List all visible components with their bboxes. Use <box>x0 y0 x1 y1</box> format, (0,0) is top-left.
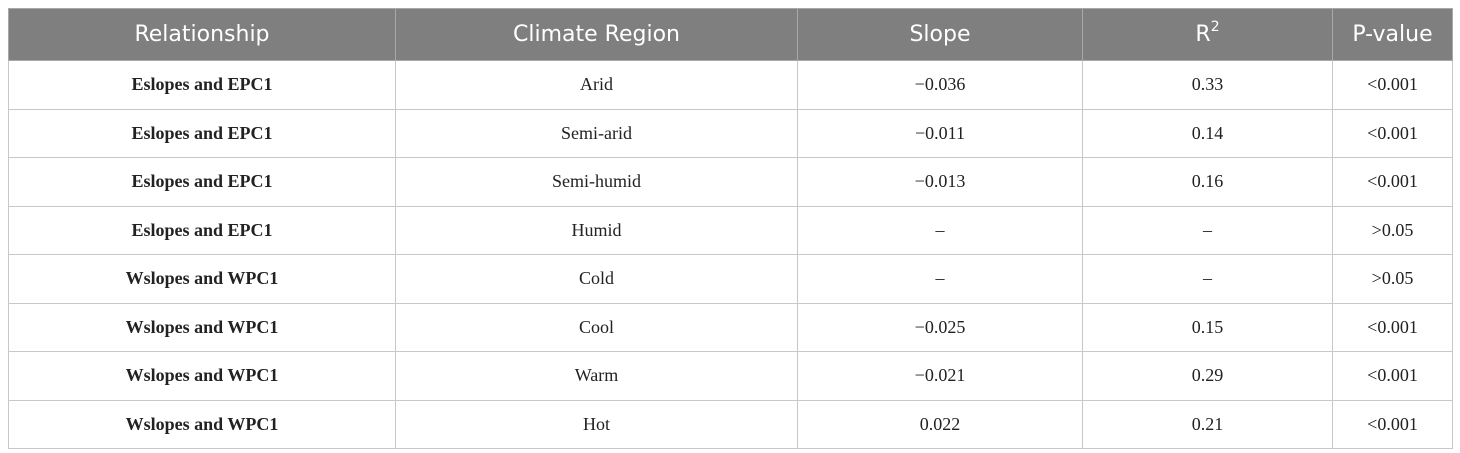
table-cell: 0.022 <box>797 399 1083 449</box>
table-row: Eslopes and EPC1 Semi-humid −0.013 0.16 <0.0… <box>8 157 1453 207</box>
table-cell: Hot <box>395 399 798 449</box>
table-cell: <0.001 <box>1332 60 1453 110</box>
table-cell: 0.14 <box>1082 108 1333 158</box>
header-cell: R2 <box>1082 8 1333 61</box>
header-superscript: 2 <box>1210 19 1220 35</box>
header-cell: Climate Region <box>395 8 798 61</box>
table-row: Wslopes and WPC1 Cold – – >0.05 <box>8 254 1453 304</box>
table-cell: – <box>797 205 1083 255</box>
table-row: Eslopes and EPC1 Humid – – >0.05 <box>8 205 1453 255</box>
relationship-cell: Eslopes and EPC1 <box>8 60 396 110</box>
table-cell: Semi-arid <box>395 108 798 158</box>
table-cell: Humid <box>395 205 798 255</box>
data-table: Relationship Climate Region Slope R2 P-value… <box>8 8 1453 449</box>
table-cell: 0.21 <box>1082 399 1333 449</box>
table-cell: <0.001 <box>1332 157 1453 207</box>
header-row: Relationship Climate Region Slope R2 P-value <box>8 8 1453 61</box>
relationship-cell: Eslopes and EPC1 <box>8 108 396 158</box>
table-cell: Semi-humid <box>395 157 798 207</box>
table-header: Relationship Climate Region Slope R2 P-value <box>8 8 1453 61</box>
header-cell: Slope <box>797 8 1083 61</box>
table-cell: >0.05 <box>1332 254 1453 304</box>
table-cell: <0.001 <box>1332 108 1453 158</box>
table-cell: 0.16 <box>1082 157 1333 207</box>
table-cell: 0.29 <box>1082 351 1333 401</box>
relationship-cell: Eslopes and EPC1 <box>8 157 396 207</box>
table-cell: Arid <box>395 60 798 110</box>
table-cell: −0.011 <box>797 108 1083 158</box>
table-cell: Cool <box>395 302 798 352</box>
table-row: Wslopes and WPC1 Cool −0.025 0.15 <0.001 <box>8 302 1453 352</box>
table-cell: 0.33 <box>1082 60 1333 110</box>
relationship-cell: Eslopes and EPC1 <box>8 205 396 255</box>
table-row: Wslopes and WPC1 Warm −0.021 0.29 <0.001 <box>8 351 1453 401</box>
table-row: Eslopes and EPC1 Semi-arid −0.011 0.14 <0.00… <box>8 108 1453 158</box>
table-cell: Warm <box>395 351 798 401</box>
table-body: Eslopes and EPC1 Arid −0.036 0.33 <0.001 Eslo… <box>8 60 1453 449</box>
table-cell: −0.021 <box>797 351 1083 401</box>
header-cell: Relationship <box>8 8 396 61</box>
table-row: Eslopes and EPC1 Arid −0.036 0.33 <0.001 <box>8 60 1453 110</box>
relationship-cell: Wslopes and WPC1 <box>8 351 396 401</box>
table-cell: – <box>797 254 1083 304</box>
table-cell: <0.001 <box>1332 302 1453 352</box>
table-cell: >0.05 <box>1332 205 1453 255</box>
table-cell: – <box>1082 254 1333 304</box>
table-cell: Cold <box>395 254 798 304</box>
table-cell: −0.036 <box>797 60 1083 110</box>
table-cell: −0.025 <box>797 302 1083 352</box>
table-cell: <0.001 <box>1332 399 1453 449</box>
relationship-cell: Wslopes and WPC1 <box>8 399 396 449</box>
table-cell: 0.15 <box>1082 302 1333 352</box>
table-cell: – <box>1082 205 1333 255</box>
relationship-cell: Wslopes and WPC1 <box>8 302 396 352</box>
header-cell: P-value <box>1332 8 1453 61</box>
relationship-cell: Wslopes and WPC1 <box>8 254 396 304</box>
table-cell: <0.001 <box>1332 351 1453 401</box>
table-row: Wslopes and WPC1 Hot 0.022 0.21 <0.001 <box>8 399 1453 449</box>
header-text: R <box>1195 22 1211 47</box>
table-cell: −0.013 <box>797 157 1083 207</box>
